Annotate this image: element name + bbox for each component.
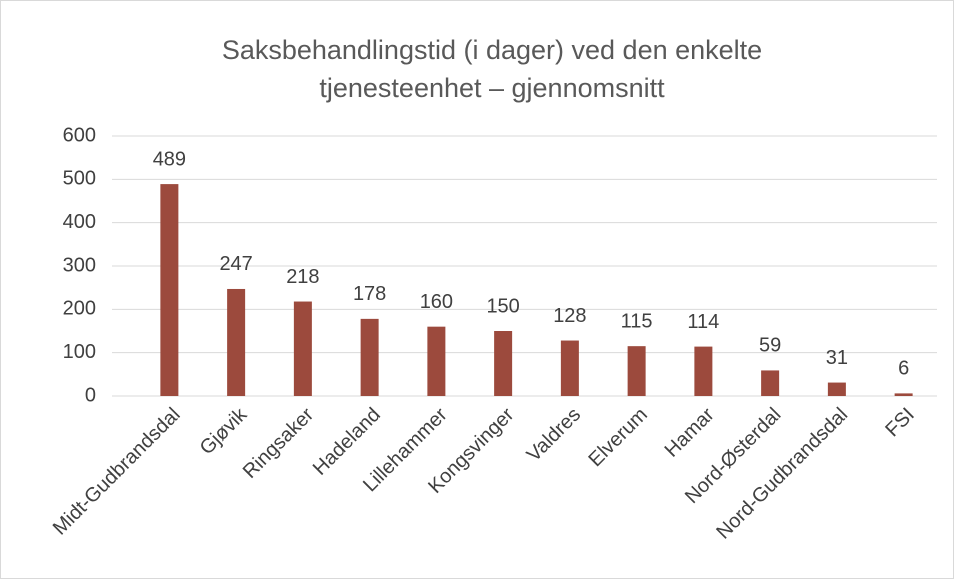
data-label: 247: [219, 253, 252, 275]
bar: [360, 318, 379, 396]
data-label: 489: [153, 148, 186, 170]
data-label: 128: [553, 305, 586, 327]
data-label: 114: [687, 311, 719, 333]
bar: [160, 184, 179, 396]
bar: [227, 288, 246, 396]
bar: [560, 340, 579, 396]
data-label: 6: [898, 358, 909, 380]
data-label: 160: [420, 291, 453, 313]
data-label: 115: [621, 310, 653, 332]
y-tick-label: 200: [63, 298, 96, 320]
bar: [894, 393, 913, 396]
y-tick-label: 0: [85, 384, 96, 406]
data-label: 218: [286, 266, 319, 288]
data-label: 31: [826, 347, 848, 369]
bar: [761, 370, 780, 396]
bar: [827, 382, 846, 396]
data-label: 59: [759, 335, 781, 357]
data-label: 178: [353, 283, 386, 305]
y-tick-label: 500: [63, 168, 96, 190]
bar: [427, 326, 446, 396]
y-tick-label: 400: [63, 211, 96, 233]
data-label: 150: [486, 295, 519, 317]
chart-title: Saksbehandlingstid (i dager) ved den enk…: [222, 35, 762, 65]
y-tick-label: 600: [63, 124, 96, 146]
bar: [627, 346, 646, 396]
bar: [494, 331, 513, 396]
y-tick-label: 100: [63, 341, 96, 363]
bar: [293, 301, 312, 396]
y-tick-label: 300: [63, 254, 96, 276]
chart-title: tjenesteenhet – gjennomsnitt: [319, 73, 665, 103]
bar: [694, 346, 713, 396]
